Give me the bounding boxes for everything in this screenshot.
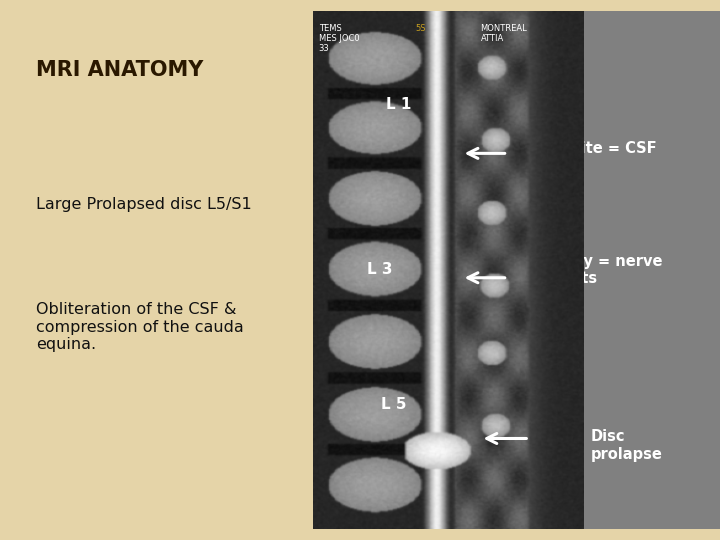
Text: ATTIA: ATTIA [481, 34, 504, 43]
Text: Large Prolapsed disc L5/S1: Large Prolapsed disc L5/S1 [36, 197, 252, 212]
Text: 33: 33 [318, 44, 329, 53]
Text: White = CSF: White = CSF [554, 141, 657, 156]
Text: MONTREAL: MONTREAL [481, 24, 527, 33]
Text: Grey = nerve
roots: Grey = nerve roots [554, 254, 663, 286]
Text: 5S: 5S [416, 24, 426, 33]
Text: TEMS: TEMS [318, 24, 341, 33]
Text: Disc
prolapse: Disc prolapse [590, 429, 662, 462]
Text: L 1: L 1 [386, 97, 411, 112]
Text: L 3: L 3 [367, 262, 392, 278]
Text: MRI ANATOMY: MRI ANATOMY [36, 60, 203, 80]
Text: L 5: L 5 [381, 397, 406, 412]
Text: Obliteration of the CSF &
compression of the cauda
equina.: Obliteration of the CSF & compression of… [36, 302, 244, 352]
Bar [551, 11, 720, 529]
Text: MES JOC0: MES JOC0 [318, 34, 359, 43]
